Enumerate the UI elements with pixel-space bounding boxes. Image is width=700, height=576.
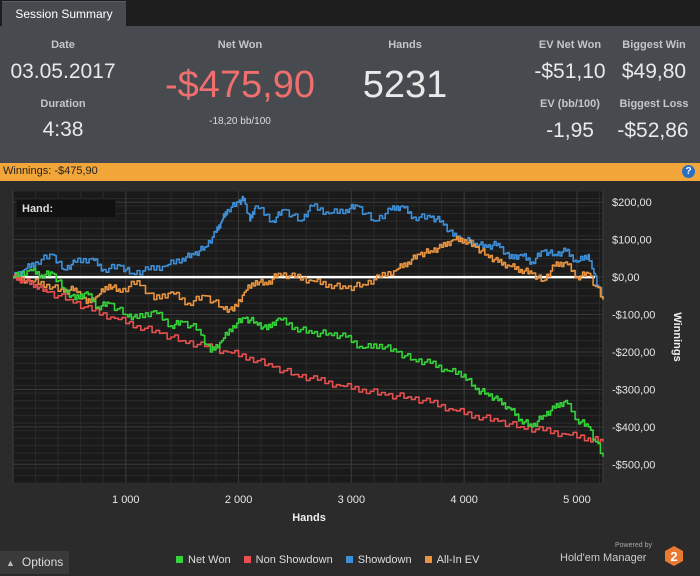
- x-axis-label: Hands: [292, 512, 326, 524]
- chart-area: $200,00 $100,00 $0,00 -$100,00 -$200,00 -$300…: [0, 181, 700, 549]
- brand-badge: 2: [670, 549, 677, 564]
- series-line-non-showdown: [13, 273, 604, 443]
- winnings-label: Winnings:: [3, 165, 52, 177]
- ev-net-won-value: -$51,10: [534, 60, 606, 83]
- y-tick-label: $100,00: [612, 235, 652, 247]
- hand-hover-box: [15, 198, 117, 219]
- y-tick-label: $0,00: [612, 272, 640, 284]
- legend-showdown[interactable]: Showdown: [345, 554, 412, 566]
- y-tick-label: -$100,00: [612, 310, 655, 322]
- x-tick-label: 3 000: [338, 494, 366, 506]
- winnings-chart: $200,00 $100,00 $0,00 -$100,00 -$200,00 -$300…: [12, 190, 683, 524]
- ev-net-won-label: EV Net Won: [538, 39, 602, 51]
- question-icon[interactable]: ?: [682, 165, 695, 178]
- legend-swatch: [176, 556, 183, 563]
- x-tick-label: 1 000: [112, 494, 140, 506]
- date-value: 03.05.2017: [10, 60, 116, 83]
- y-tick-label: -$200,00: [612, 347, 655, 359]
- x-tick-label: 5 000: [563, 494, 591, 506]
- chevron-up-icon: ▲: [6, 558, 15, 568]
- biggest-win-value: $49,80: [621, 60, 687, 83]
- legend-swatch: [243, 556, 251, 563]
- y-tick-label: -$300,00: [612, 384, 655, 396]
- hem2-logo-icon: 2: [665, 546, 683, 566]
- winnings-value: -$475,90: [54, 165, 98, 177]
- legend-swatch: [345, 556, 353, 563]
- tab-bar: Session Summary: [0, 0, 700, 27]
- net-won-label: Net Won: [217, 39, 263, 51]
- y-tick-label: -$500,00: [612, 459, 655, 471]
- legend-label: Net Won: [188, 554, 231, 566]
- net-won-value: -$475,90: [164, 64, 315, 106]
- hands-label: Hands: [388, 39, 422, 51]
- legend-label: Showdown: [357, 554, 412, 566]
- legend-all-in-ev[interactable]: All-In EV: [424, 554, 480, 566]
- hands-value: 5231: [362, 64, 448, 106]
- duration-label: Duration: [40, 98, 86, 110]
- tab-session-summary[interactable]: Session Summary: [2, 1, 126, 27]
- tick-labels: $200,00 $100,00 $0,00 -$100,00 -$200,00 -$300…: [112, 197, 655, 506]
- brand-name: Hold'em Manager: [560, 552, 647, 564]
- x-tick-label: 4 000: [450, 494, 478, 506]
- bottom-bar: ▲ Options Net Won Non Showdown Showdown A…: [0, 542, 700, 576]
- legend-non-showdown[interactable]: Non Showdown: [243, 554, 333, 566]
- legend-net-won[interactable]: Net Won: [176, 554, 231, 566]
- plot-background: [12, 190, 604, 484]
- hand-hover-label: Hand:: [22, 203, 53, 215]
- series-line-net-won: [13, 267, 604, 457]
- series-line-showdown: [13, 195, 604, 300]
- y-axis-label: Winnings: [671, 312, 683, 361]
- ev-bb-label: EV (bb/100): [540, 98, 600, 110]
- winnings-bar: Winnings: -$475,90 ?: [0, 163, 700, 181]
- biggest-win-label: Biggest Win: [622, 39, 686, 51]
- options-button[interactable]: ▲ Options: [0, 551, 69, 574]
- x-tick-label: 2 000: [225, 494, 253, 506]
- duration-value: 4:38: [42, 118, 84, 141]
- session-summary-panel: Date 03.05.2017 Duration 4:38 Net Won -$…: [0, 26, 700, 163]
- y-tick-label: $200,00: [612, 197, 652, 209]
- y-tick-label: -$400,00: [612, 422, 655, 434]
- legend-label: Non Showdown: [255, 554, 333, 566]
- powered-by: Powered by: [615, 542, 652, 549]
- winnings-text: Winnings: -$475,90: [3, 165, 98, 177]
- date-label: Date: [51, 39, 75, 51]
- chart-legend: Net Won Non Showdown Showdown All-In EV: [176, 554, 489, 566]
- biggest-loss-label: Biggest Loss: [619, 98, 689, 110]
- series-line-all-in-ev: [13, 235, 604, 313]
- legend-label: All-In EV: [436, 554, 480, 566]
- series-lines: [13, 195, 604, 457]
- grid: [13, 190, 603, 484]
- ev-bb-value: -1,95: [546, 119, 594, 142]
- options-label: Options: [21, 555, 64, 569]
- biggest-loss-value: -$52,86: [617, 119, 689, 142]
- legend-swatch: [424, 556, 432, 563]
- bb-per-100: -18,20 bb/100: [209, 116, 271, 127]
